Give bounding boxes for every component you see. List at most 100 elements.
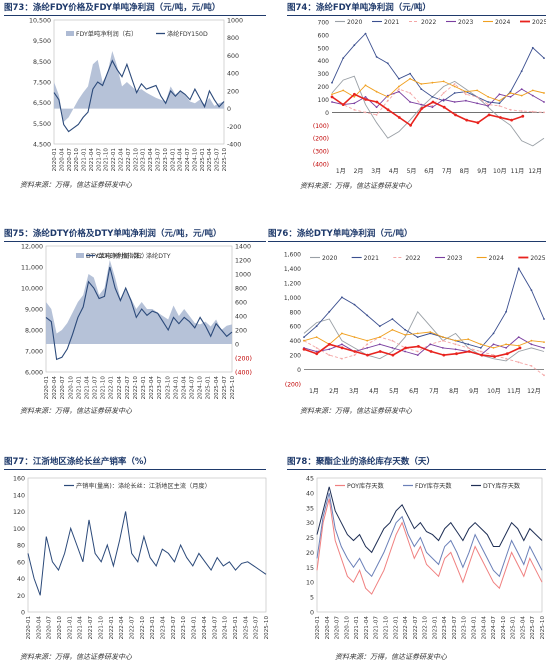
series-point-2023 (505, 347, 507, 349)
x-tick-label: 2024-01 (192, 616, 198, 640)
legend-label: 2024 (489, 255, 504, 262)
series-point-2025 (341, 103, 345, 106)
plot-frame (27, 477, 267, 613)
series-point-2024 (341, 332, 343, 335)
series-area-profit (46, 260, 232, 344)
series-point-2021 (416, 336, 419, 338)
x-tick-label: 2020-04 (52, 376, 58, 400)
y-tick-label-right: (400) (235, 370, 252, 377)
series-point-2023 (375, 106, 378, 109)
y-tick-label: 1,200 (284, 280, 301, 287)
y-tick-label-right: 1400 (235, 244, 251, 251)
series-point-2024 (404, 334, 406, 336)
x-tick-label: 2022-10 (423, 616, 429, 640)
legend-label: 2022 (405, 255, 420, 262)
series-point-2025 (480, 353, 484, 357)
series-point-2025 (499, 116, 502, 119)
y-tick-label-left: 10,500 (29, 18, 51, 25)
y-tick-label-left: 5,500 (33, 121, 51, 128)
series-point-2025 (431, 100, 435, 104)
x-tick-label: 6月 (409, 388, 419, 395)
series-point-2025 (364, 98, 368, 101)
series-point-2024 (531, 89, 534, 92)
y-tick-label: 40 (17, 576, 25, 583)
series-point-2022 (416, 350, 419, 353)
x-tick-label: 2020-07 (67, 148, 73, 172)
legend-swatch-profit (76, 253, 84, 258)
x-tick-label: 2022-04 (117, 376, 123, 400)
x-tick-label: 2020-07 (47, 616, 53, 640)
x-tick-label: 1月 (336, 168, 346, 175)
y-tick-label: 15 (306, 565, 314, 572)
series-point-2025 (454, 113, 457, 117)
x-tick-label: 2021-04 (89, 148, 95, 172)
x-tick-label: 2023-07 (157, 376, 163, 400)
y-tick-label: 20 (17, 593, 25, 600)
series-point-2022 (454, 343, 457, 346)
series-line (316, 492, 543, 578)
y-tick-label: (100) (313, 123, 329, 130)
x-tick-label: 8月 (449, 388, 459, 395)
x-tick-label: 2月 (354, 168, 364, 175)
series-point-2022 (479, 350, 482, 353)
series-point-2023 (543, 101, 545, 103)
series-point-2021 (378, 325, 381, 328)
x-tick-label: 2025-04 (520, 616, 526, 640)
series-point-2022 (517, 361, 520, 364)
series-point-2024 (364, 84, 367, 87)
y-tick-label: 1,400 (284, 266, 301, 273)
x-tick-label: 10月 (487, 388, 501, 395)
y-tick-label-right: 200 (235, 328, 247, 335)
series-point-2023 (315, 350, 318, 353)
x-tick-label: 2020-01 (315, 616, 321, 640)
x-tick-label: 2020-10 (344, 616, 350, 640)
x-tick-label: 2021-10 (98, 616, 104, 640)
x-tick-label: 2022-10 (133, 148, 139, 172)
x-tick-label: 2024-04 (202, 616, 208, 640)
chart-dty-profit-yearly: 1,600 1,400 1,200 1,000 800 600 400 200 0 (200) 1月… (284, 252, 546, 396)
x-tick-label: 2021-10 (101, 376, 107, 400)
series-point-2023 (453, 101, 456, 103)
x-tick-label: 9月 (469, 388, 479, 395)
series-point-2024 (530, 339, 533, 342)
x-tick-label: 3月 (349, 388, 359, 395)
series-point-2024 (315, 336, 318, 338)
series-point-2021 (391, 318, 394, 320)
x-tick-label: 2024-04 (181, 376, 187, 400)
series-point-2021 (366, 314, 369, 317)
series-point-2021 (303, 336, 305, 338)
x-tick-label: 2021-01 (82, 148, 88, 172)
series-point-2024 (353, 96, 356, 98)
y-tick-label-left: 7,500 (33, 80, 51, 87)
x-tick-label: 2021-04 (364, 616, 370, 640)
x-tick-label: 2020-01 (52, 148, 58, 172)
x-tick-label: 2021-07 (96, 148, 102, 172)
chart-title: 图74：涤纶FDY单吨净利润（元/吨） (287, 2, 546, 16)
series-point-2024 (353, 336, 356, 338)
series-point-2022 (453, 83, 456, 85)
series-point-2021 (315, 325, 318, 328)
series-point-2021 (328, 310, 331, 313)
plot-frame (53, 19, 225, 145)
series-point-2025 (505, 352, 509, 356)
series-point-2023 (416, 354, 419, 356)
series-point-2025 (315, 352, 319, 356)
series-point-2023 (364, 96, 367, 98)
series-line-2025 (331, 93, 524, 127)
series-point-2023 (420, 103, 423, 106)
source-note: 资料来源：万得，信达证券研发中心 (300, 182, 412, 190)
series-point-2021 (531, 46, 534, 49)
x-tick-label: 2022-10 (140, 616, 146, 640)
series-point-2024 (342, 89, 345, 92)
x-tick-label: 2023-04 (161, 616, 167, 640)
x-tick-label: 2025-04 (243, 616, 249, 640)
series-point-2022 (465, 93, 467, 96)
x-tick-label: 2024-07 (212, 616, 218, 640)
y-tick-label: 100 (318, 97, 330, 104)
y-tick-label: (400) (313, 162, 329, 169)
series-point-2024 (543, 92, 545, 94)
series-point-2021 (364, 32, 367, 35)
series-point-2024 (331, 93, 333, 96)
legend-label: POY库存天数 (347, 482, 385, 490)
